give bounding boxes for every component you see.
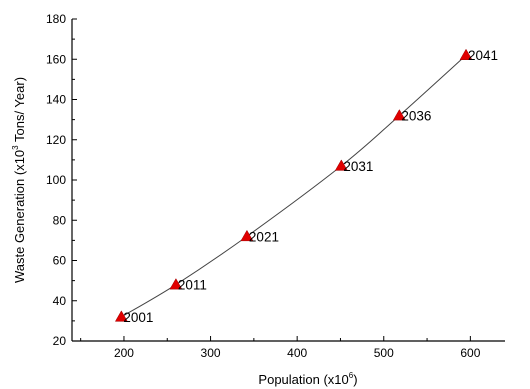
y-axis: 20 40 60 80 100 120 140 160 180 bbox=[46, 12, 77, 348]
plot-frame bbox=[71, 19, 505, 342]
data-point-marker bbox=[334, 159, 348, 171]
x-tick-label: 500 bbox=[374, 346, 394, 360]
data-point-marker bbox=[459, 48, 473, 60]
data-point-label: 2041 bbox=[468, 48, 498, 63]
data-points bbox=[114, 48, 473, 322]
y-tick-label: 140 bbox=[46, 93, 66, 107]
data-point-label: 2001 bbox=[123, 310, 153, 325]
data-point-label: 2021 bbox=[249, 229, 279, 244]
data-point-label: 2036 bbox=[401, 109, 431, 124]
x-tick-label: 400 bbox=[287, 346, 307, 360]
y-tick-label: 120 bbox=[46, 133, 66, 147]
data-point-label: 2011 bbox=[178, 278, 207, 293]
y-tick-label: 20 bbox=[53, 334, 67, 348]
trend-line-group bbox=[121, 54, 467, 318]
data-point-label: 2031 bbox=[343, 159, 373, 174]
y-tick-label: 40 bbox=[53, 294, 67, 308]
y-tick-label: 60 bbox=[53, 254, 67, 268]
y-tick-label: 80 bbox=[53, 213, 67, 227]
x-axis-title: Population (x106) bbox=[258, 371, 357, 387]
y-tick-label: 160 bbox=[46, 52, 66, 66]
y-axis-title: Waste Generation (x103 Tons/ Year) bbox=[11, 77, 27, 283]
x-tick-label: 200 bbox=[114, 346, 134, 360]
data-point-marker bbox=[392, 109, 406, 121]
point-labels: 2001 2011 2021 2031 2036 2041 bbox=[123, 48, 498, 325]
trend-line bbox=[121, 54, 467, 318]
x-axis: 200 300 400 500 600 bbox=[80, 336, 481, 360]
x-tick-label: 600 bbox=[460, 346, 480, 360]
y-tick-label: 180 bbox=[46, 12, 66, 26]
data-point-marker bbox=[240, 229, 254, 242]
x-tick-label: 300 bbox=[201, 346, 221, 360]
data-point-marker bbox=[169, 278, 183, 290]
y-tick-label: 100 bbox=[46, 173, 66, 187]
data-point-marker bbox=[114, 310, 128, 322]
